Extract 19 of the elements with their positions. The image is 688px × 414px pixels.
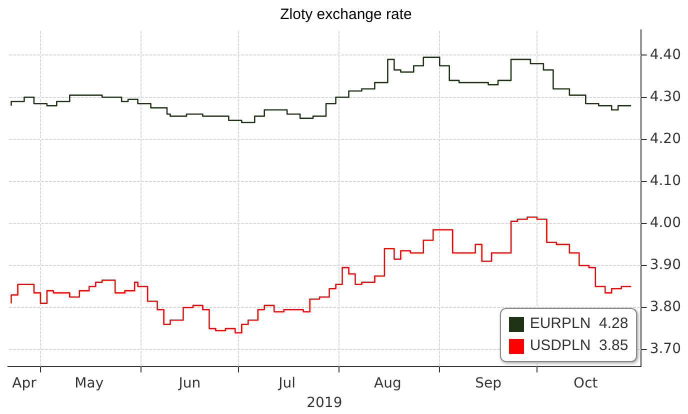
y-tick-label: 4.40 <box>650 46 681 63</box>
x-tick-label: Sep <box>475 375 502 392</box>
y-tick-label: 4.10 <box>650 173 681 190</box>
y-tick-label: 3.80 <box>650 299 681 316</box>
legend-label: EURPLN 4.28 <box>530 314 628 334</box>
x-tick-label: Aug <box>374 375 402 392</box>
y-tick-label: 4.20 <box>650 130 681 147</box>
x-tick-label: Jun <box>178 375 201 392</box>
y-tick-label: 4.30 <box>650 88 681 105</box>
x-tick-label: Jul <box>278 375 296 392</box>
x-axis-title: 2019 <box>306 395 342 412</box>
legend-label: USDPLN 3.85 <box>530 336 628 356</box>
y-tick-label: 3.70 <box>650 341 681 358</box>
y-tick-label: 4.00 <box>650 215 681 232</box>
chart-title: Zloty exchange rate <box>280 6 412 24</box>
x-tick-label: May <box>74 375 104 392</box>
x-tick-label: Apr <box>12 375 37 392</box>
y-tick-label: 3.90 <box>650 257 681 274</box>
x-tick-label: Oct <box>574 375 598 392</box>
